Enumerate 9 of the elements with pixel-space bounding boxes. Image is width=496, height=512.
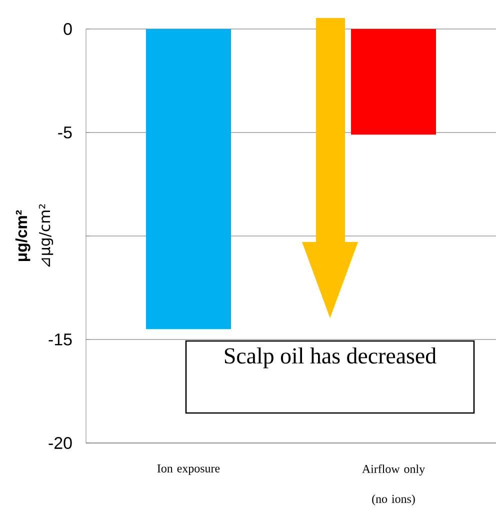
- annotation: Scalp oil has decreased: [224, 348, 436, 368]
- y-tick-label: -15: [48, 334, 72, 346]
- y-tick-label: -5: [58, 126, 72, 138]
- y-axis-title: μg/cm²: [15, 210, 30, 261]
- category-label: Airflow only (no ions): [362, 464, 425, 506]
- text: ⊿μg/cm²: [38, 204, 53, 267]
- y-tick-label: -20: [48, 436, 72, 449]
- y-tick-label: 0: [64, 22, 72, 35]
- x-tick-label: Ion exposure: [157, 464, 220, 475]
